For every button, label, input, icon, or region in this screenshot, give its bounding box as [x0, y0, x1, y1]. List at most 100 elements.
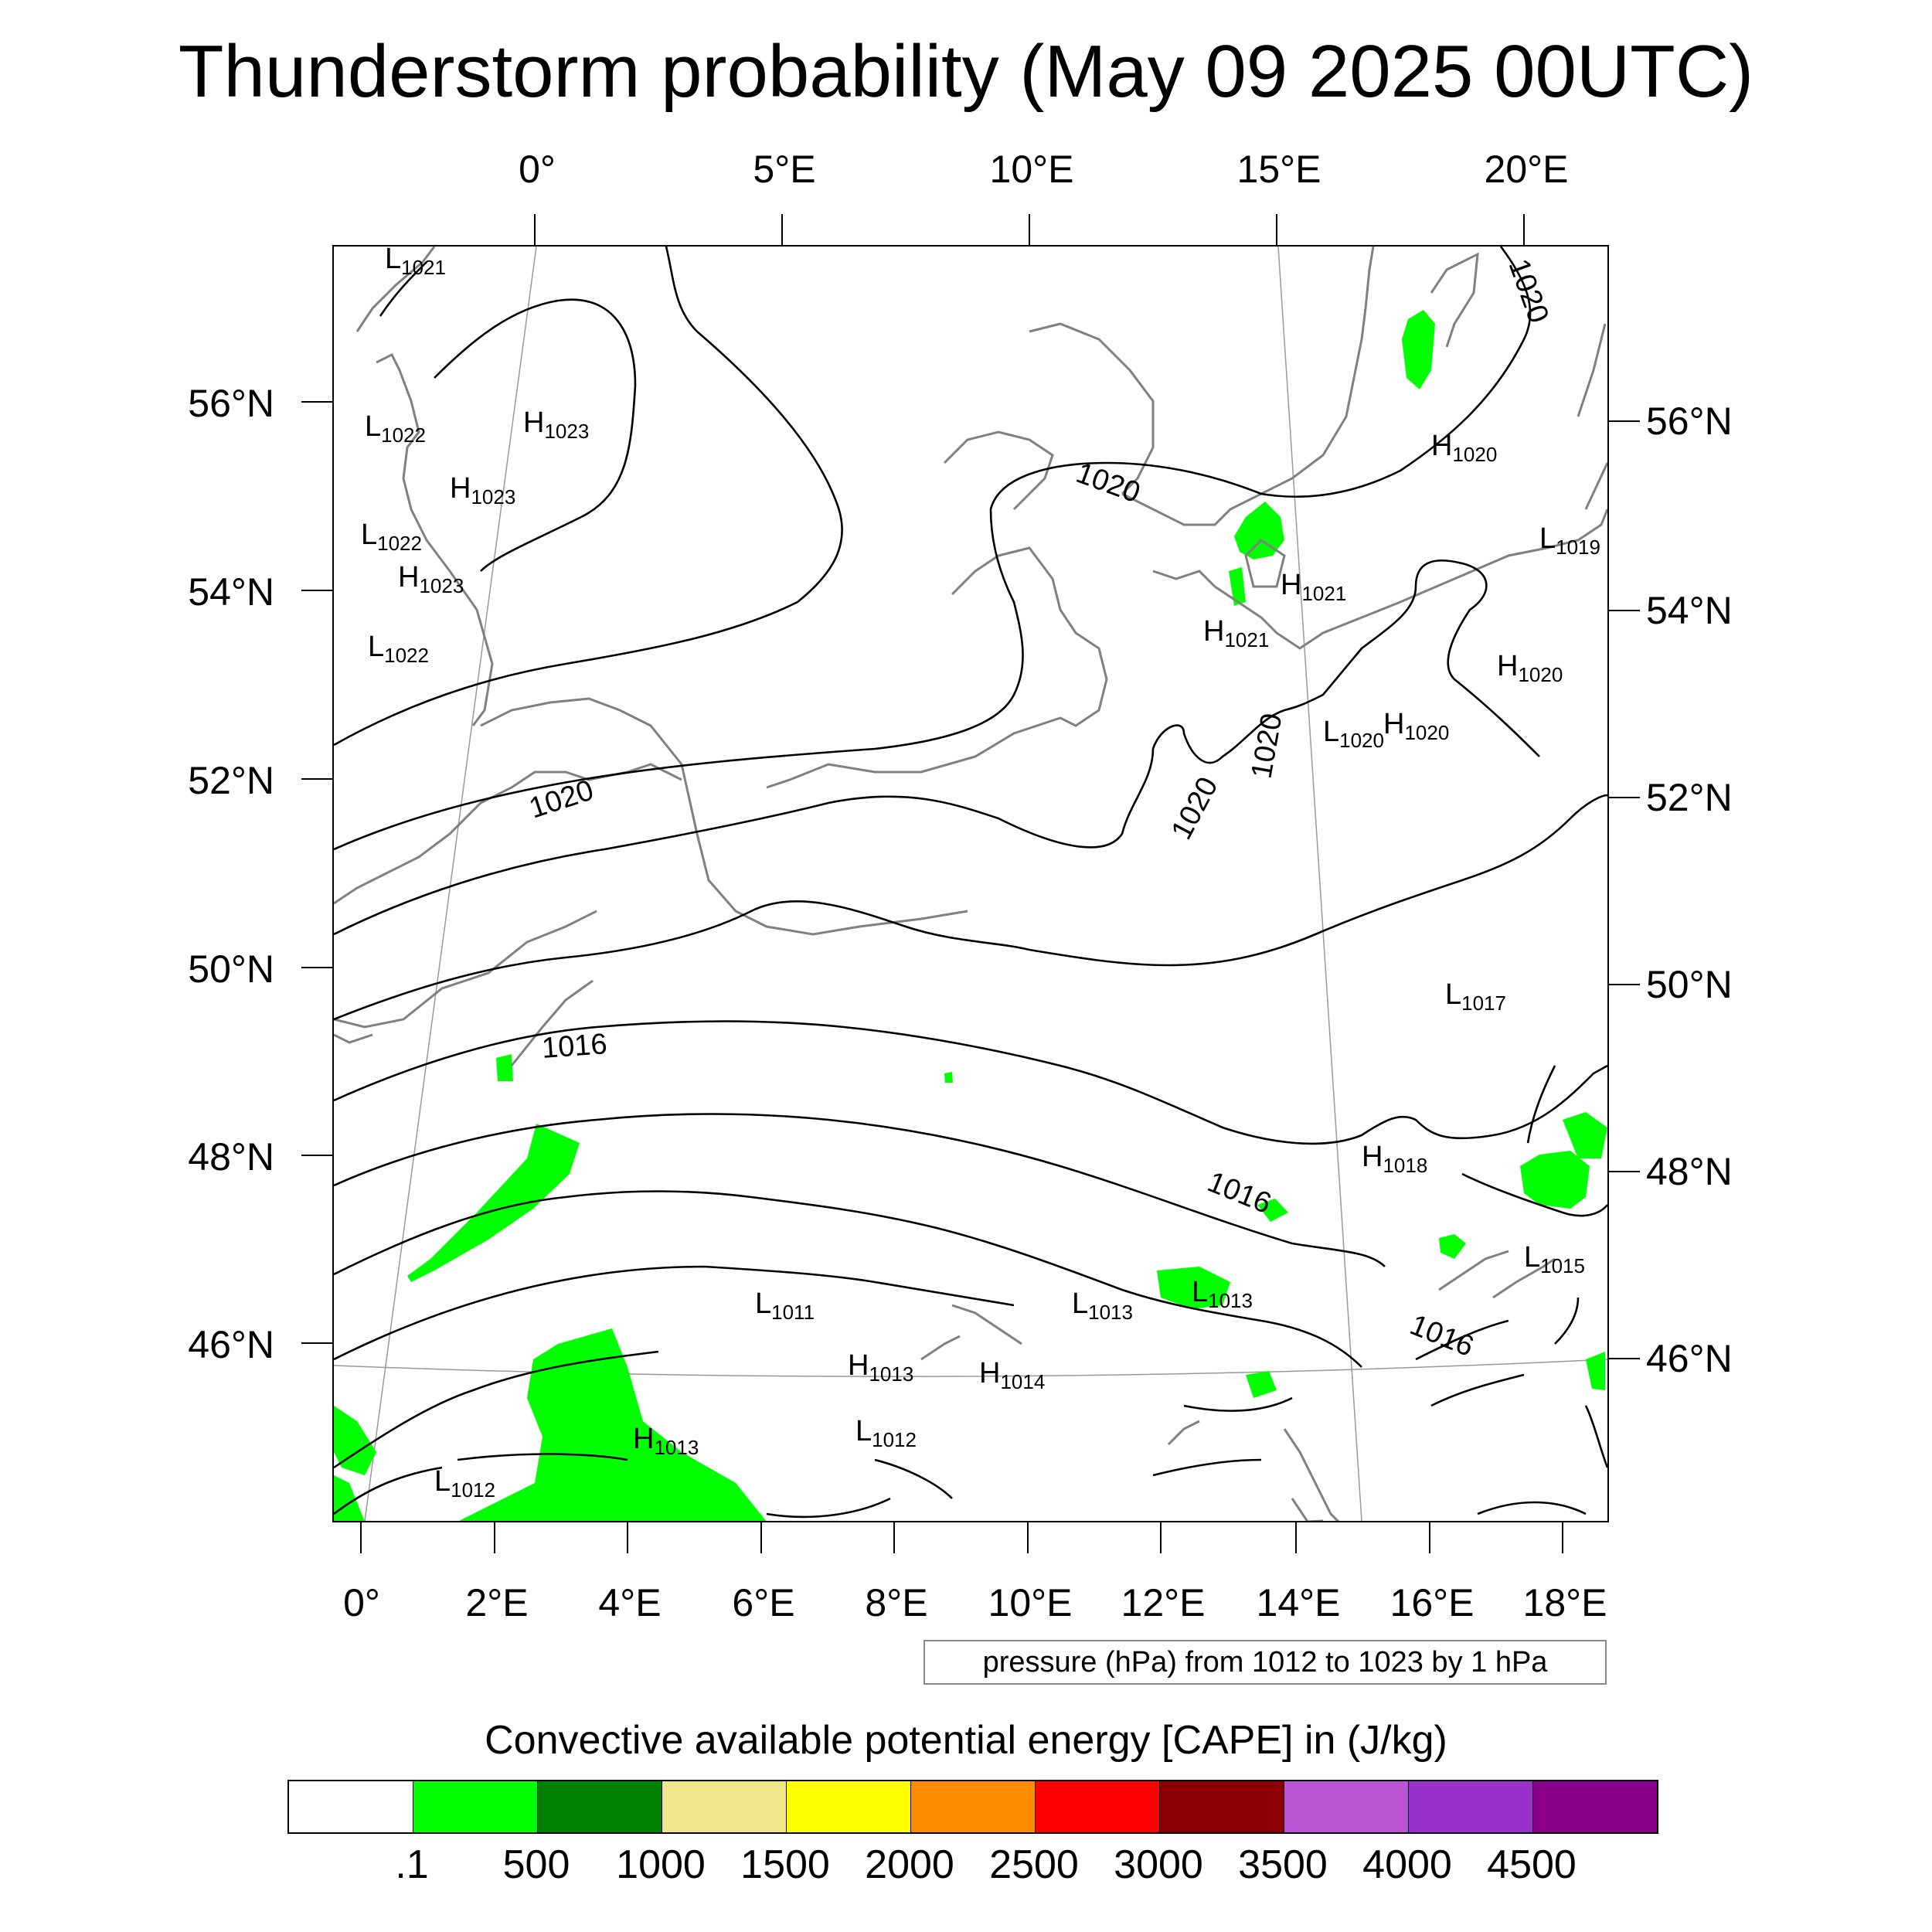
isobar-label: 1020	[1502, 255, 1555, 328]
svg-text:H1014: H1014	[979, 1357, 1045, 1393]
svg-text:L1022: L1022	[368, 631, 429, 667]
colorbar-label: 1000	[616, 1842, 706, 1887]
pressure-center: L1019	[1539, 522, 1600, 559]
colorbar-label: 1500	[740, 1842, 830, 1887]
svg-text:H1018: H1018	[1362, 1141, 1427, 1177]
svg-text:L1013: L1013	[1192, 1276, 1253, 1312]
colorbar-swatch	[1409, 1781, 1533, 1832]
isobar-label: 1016	[1203, 1165, 1276, 1220]
right-lat-label: 50°N	[1646, 963, 1733, 1006]
left-lat-label: 54°N	[188, 570, 274, 614]
bottom-lon-label: 16°E	[1389, 1581, 1475, 1624]
svg-text:L1012: L1012	[434, 1465, 495, 1502]
colorbar	[287, 1780, 1658, 1834]
pressure-center: H1013	[848, 1349, 913, 1386]
colorbar-label: 4000	[1362, 1842, 1452, 1887]
pressure-center: H1021	[1281, 569, 1346, 605]
svg-text:L1012: L1012	[855, 1415, 917, 1451]
left-lat-label: 50°N	[188, 947, 274, 991]
svg-text:L1011: L1011	[755, 1287, 815, 1324]
top-lon-label: 15°E	[1236, 148, 1321, 191]
colorbar-swatch	[1284, 1781, 1409, 1832]
bottom-lon-label: 0°	[343, 1581, 380, 1624]
svg-text:H1023: H1023	[523, 406, 589, 443]
svg-text:H1021: H1021	[1203, 615, 1269, 651]
left-lat-label: 56°N	[188, 382, 274, 425]
isobar-label: 1020	[526, 774, 597, 825]
svg-text:H1013: H1013	[848, 1349, 913, 1386]
colorbar-label: 2000	[865, 1842, 954, 1887]
pressure-center: H1013	[633, 1423, 699, 1459]
colorbar-swatch	[1533, 1781, 1657, 1832]
pressure-center: L1012	[434, 1465, 495, 1502]
colorbar-title: Convective available potential energy [C…	[485, 1718, 1447, 1763]
isobar-label: 1020	[1165, 772, 1225, 845]
pressure-center: L1022	[368, 631, 429, 667]
pressure-center: L1022	[361, 519, 422, 555]
colorbar-swatch	[787, 1781, 911, 1832]
svg-text:H1013: H1013	[633, 1423, 699, 1459]
pressure-center: H1020	[1497, 650, 1563, 686]
chart-title: Thunderstorm probability (May 09 2025 00…	[178, 30, 1754, 113]
svg-text:H1021: H1021	[1281, 569, 1346, 605]
bottom-lon-label: 10°E	[988, 1581, 1073, 1624]
bottom-lon-label: 4°E	[598, 1581, 662, 1624]
isobar-labels: 1020 1020 1020 1020 1020 1016 1016 1016	[526, 255, 1555, 1363]
svg-text:H1020: H1020	[1431, 430, 1497, 466]
pressure-center: L1012	[855, 1415, 917, 1451]
right-lat-label: 46°N	[1646, 1337, 1733, 1380]
isobars	[334, 247, 1607, 1519]
colorbar-label: 3500	[1238, 1842, 1328, 1887]
left-lat-label: 52°N	[188, 759, 274, 802]
svg-text:H1020: H1020	[1383, 708, 1449, 744]
pressure-center: H1018	[1362, 1141, 1427, 1177]
pressure-center: H1020	[1383, 708, 1449, 744]
pressure-center: H1014	[979, 1357, 1045, 1393]
pressure-center: L1022	[365, 410, 426, 447]
pressure-center: L1021	[385, 247, 446, 279]
svg-text:L1015: L1015	[1524, 1241, 1585, 1277]
svg-text:L1021: L1021	[385, 247, 446, 279]
right-lat-label: 52°N	[1646, 776, 1733, 819]
pressure-center: H1020	[1431, 430, 1497, 466]
colorbar-swatch	[413, 1781, 538, 1832]
bottom-lon-label: 6°E	[732, 1581, 795, 1624]
right-lat-label: 56°N	[1646, 400, 1733, 443]
bottom-lon-label: 2°E	[465, 1581, 529, 1624]
pressure-center: H1023	[523, 406, 589, 443]
colorbar-swatch	[911, 1781, 1036, 1832]
contour-info-box: pressure (hPa) from 1012 to 1023 by 1 hP…	[923, 1640, 1607, 1685]
svg-text:L1022: L1022	[361, 519, 422, 555]
colorbar-label: 500	[502, 1842, 570, 1887]
bottom-lon-label: 18°E	[1522, 1581, 1607, 1624]
bottom-lon-label: 12°E	[1121, 1581, 1206, 1624]
colorbar-label: 4500	[1487, 1842, 1577, 1887]
pressure-center: L1017	[1445, 978, 1506, 1015]
colorbar-label: 2500	[989, 1842, 1079, 1887]
graticule	[334, 247, 1607, 1521]
top-lon-label: 20°E	[1484, 148, 1569, 191]
right-lat-label: 54°N	[1646, 589, 1733, 632]
pressure-centers: L1021 L1022 H1023 H1023 L1022 H1023 L102…	[361, 247, 1600, 1502]
pressure-center: L1015	[1524, 1241, 1585, 1277]
svg-text:L1020: L1020	[1323, 716, 1384, 752]
top-lon-label: 0°	[519, 148, 556, 191]
isobar-label: 1016	[1406, 1308, 1478, 1363]
pressure-center: L1020	[1323, 716, 1384, 752]
pressure-center: H1023	[450, 472, 515, 509]
svg-text:H1020: H1020	[1497, 650, 1563, 686]
colorbar-swatch	[289, 1781, 413, 1832]
map-canvas: 1020 1020 1020 1020 1020 1016 1016 1016 …	[334, 247, 1607, 1521]
pressure-center: L1013	[1072, 1287, 1133, 1324]
colorbar-swatch	[538, 1781, 662, 1832]
colorbar-swatch	[1036, 1781, 1160, 1832]
svg-text:L1019: L1019	[1539, 522, 1600, 559]
colorbar-label: 3000	[1114, 1842, 1203, 1887]
pressure-center: L1013	[1192, 1276, 1253, 1312]
pressure-center: H1023	[398, 561, 464, 597]
bottom-lon-label: 14°E	[1256, 1581, 1341, 1624]
pressure-center: L1011	[755, 1287, 815, 1324]
svg-text:L1022: L1022	[365, 410, 426, 447]
colorbar-label: .1	[395, 1842, 429, 1887]
